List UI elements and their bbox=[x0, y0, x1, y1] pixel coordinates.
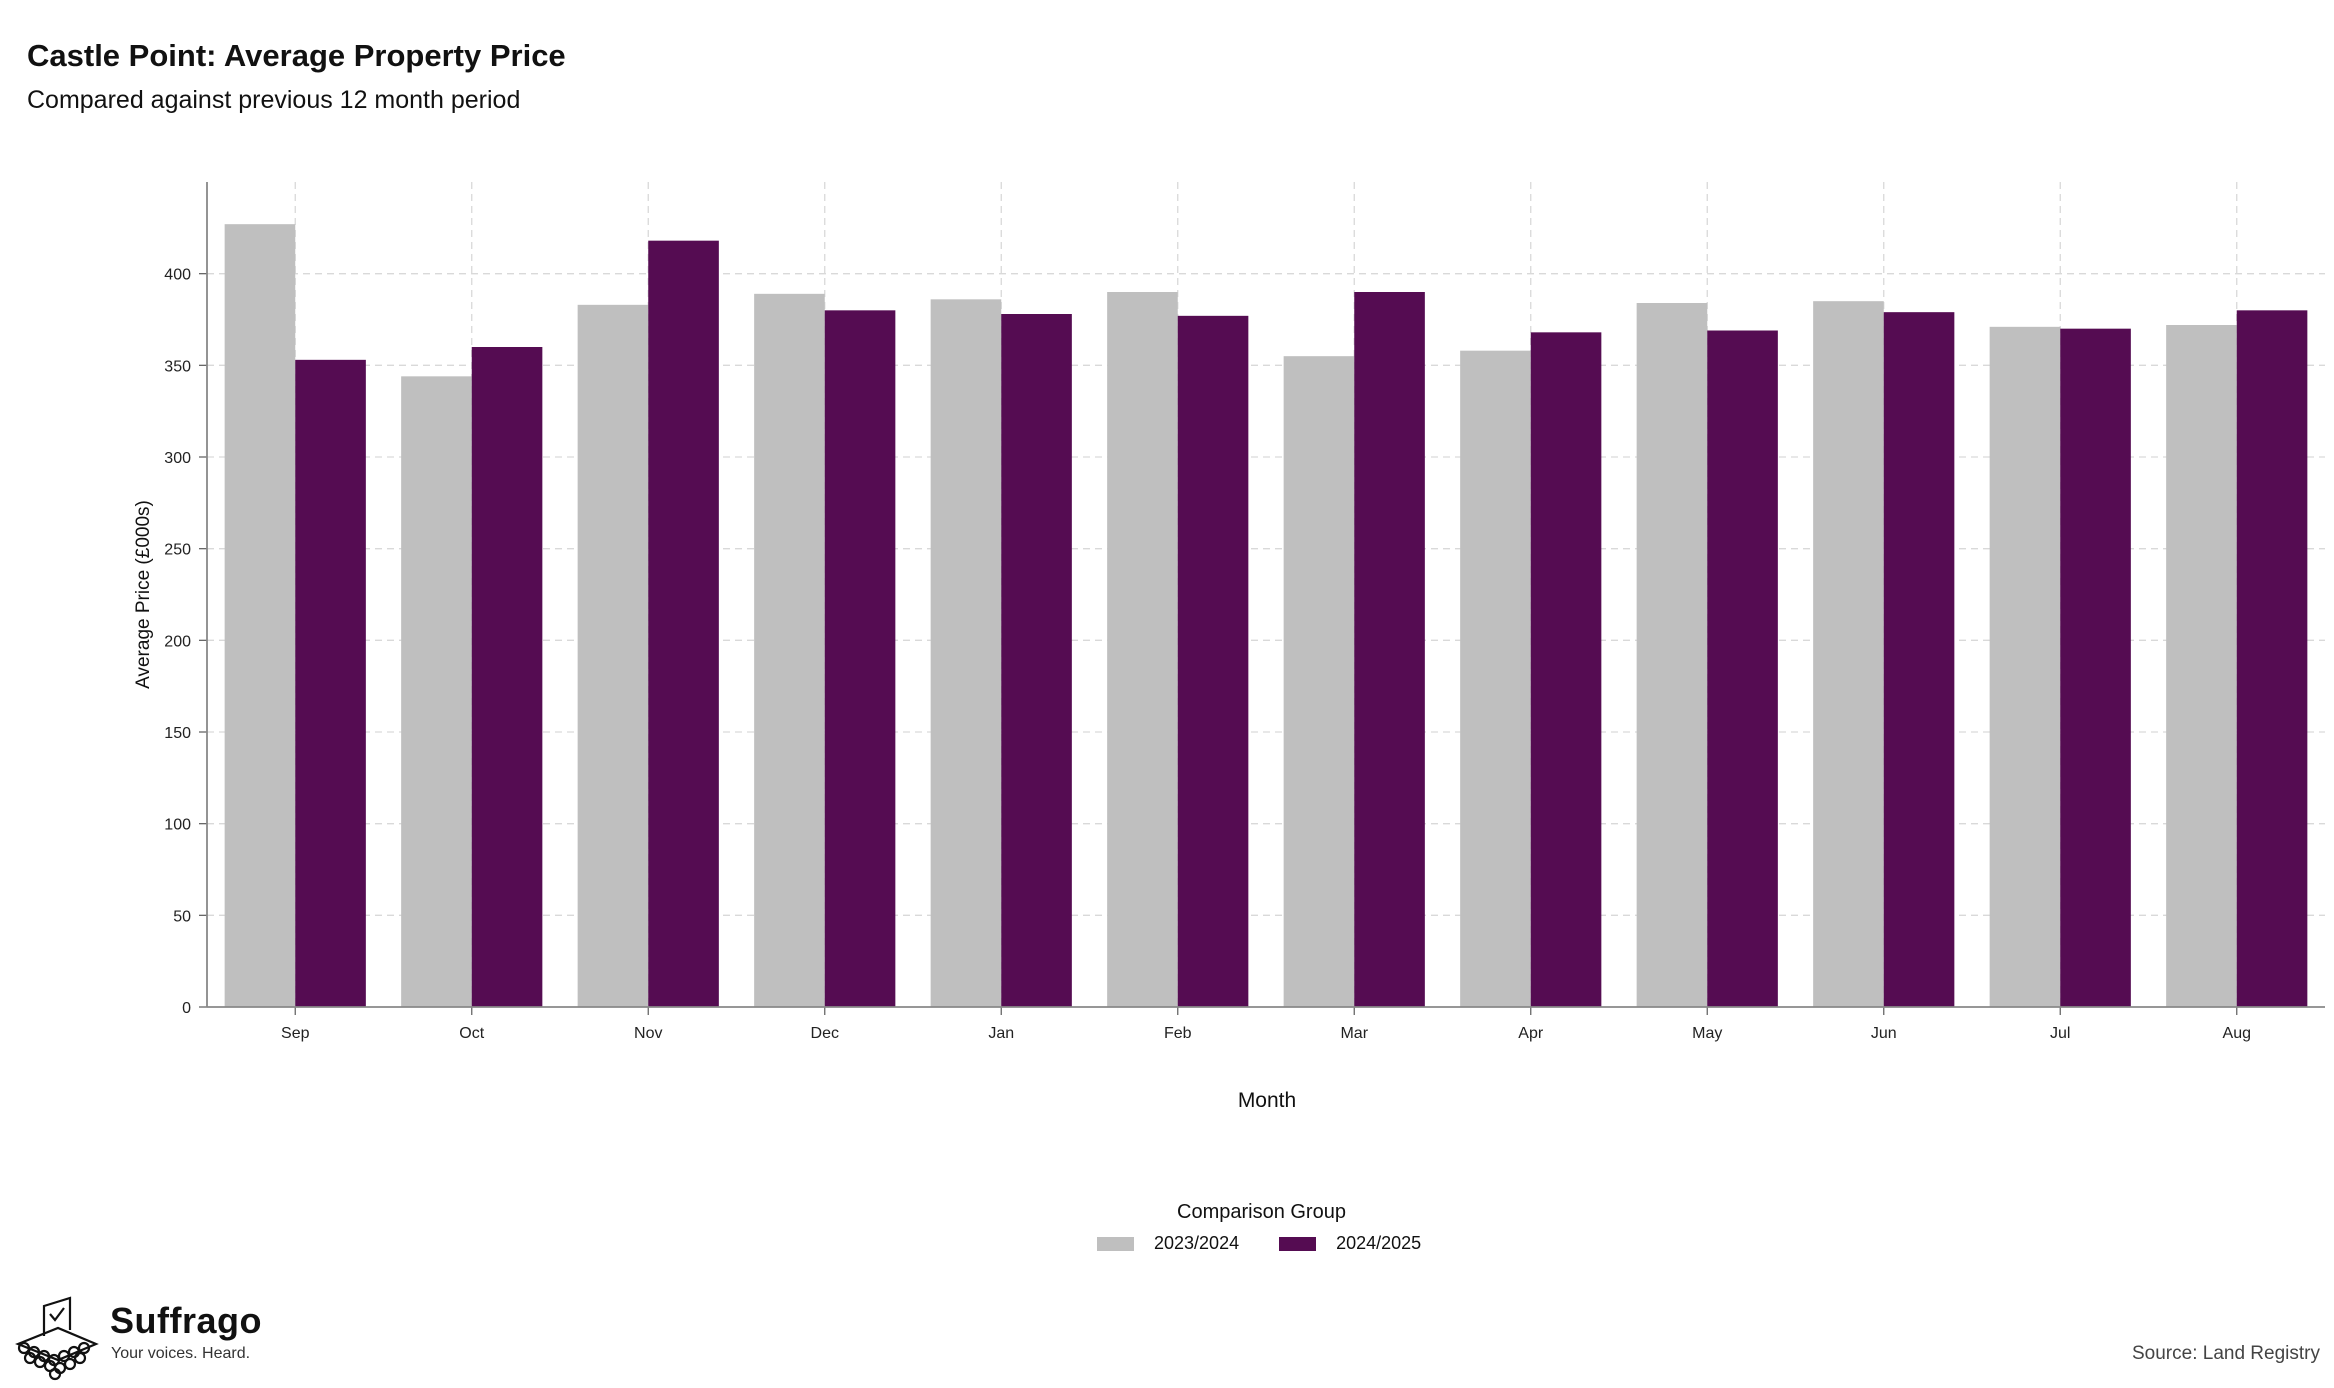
bar-dec-2024-2025 bbox=[824, 310, 896, 1007]
legend-swatch-2023-2024 bbox=[1097, 1236, 1134, 1251]
x-tick-label: Sep bbox=[281, 1025, 310, 1042]
y-tick-label: 250 bbox=[164, 542, 191, 559]
legend-item-2024-2025: 2024/2025 bbox=[1279, 1233, 1421, 1254]
x-tick-label: Jun bbox=[1871, 1025, 1897, 1042]
bar-feb-2024-2025 bbox=[1177, 315, 1249, 1007]
bar-sep-2024-2025 bbox=[295, 359, 366, 1007]
suffrago-logo-icon bbox=[15, 1296, 99, 1381]
y-tick-label: 350 bbox=[164, 358, 191, 375]
y-tick-label: 400 bbox=[164, 267, 191, 284]
bar-chart: 0 50 100 150 200 250 300 350 400 Sep Oct Nov Dec Jan F… bbox=[133, 182, 2325, 1112]
bar-dec-2023-2024 bbox=[754, 293, 825, 1007]
bar-feb-2023-2024 bbox=[1107, 292, 1178, 1007]
legend-label-2024-2025: 2024/2025 bbox=[1336, 1233, 1422, 1253]
bar-jul-2024-2025 bbox=[2060, 328, 2131, 1008]
x-tick-label: Jan bbox=[988, 1025, 1014, 1042]
legend-title: Comparison Group bbox=[1177, 1201, 1346, 1223]
x-tick-label: Feb bbox=[1164, 1025, 1192, 1042]
y-axis-title: Average Price (£000s) bbox=[133, 500, 154, 689]
x-tick-label: Dec bbox=[811, 1025, 839, 1042]
bar-jun-2023-2024 bbox=[1813, 301, 1884, 1008]
chart-title: Castle Point: Average Property Price bbox=[27, 38, 566, 73]
bar-sep-2023-2024 bbox=[224, 224, 296, 1007]
source-note: Source: Land Registry bbox=[2132, 1343, 2320, 1364]
bar-nov-2023-2024 bbox=[577, 304, 649, 1007]
bar-aug-2024-2025 bbox=[2236, 310, 2308, 1007]
x-tick-label: Oct bbox=[459, 1025, 484, 1042]
y-tick-label: 300 bbox=[164, 450, 191, 467]
chart-subtitle: Compared against previous 12 month perio… bbox=[27, 86, 521, 114]
bar-mar-2023-2024 bbox=[1283, 356, 1355, 1008]
x-tick-label: May bbox=[1692, 1025, 1722, 1042]
x-tick-label: Apr bbox=[1518, 1025, 1544, 1042]
bar-aug-2023-2024 bbox=[2166, 325, 2237, 1007]
legend-item-2023-2024: 2023/2024 bbox=[1097, 1233, 1239, 1254]
y-tick-label: 0 bbox=[182, 1000, 191, 1017]
bar-apr-2023-2024 bbox=[1460, 350, 1531, 1008]
bar-jun-2024-2025 bbox=[1883, 312, 1955, 1008]
legend-label-2023-2024: 2023/2024 bbox=[1154, 1233, 1240, 1253]
bar-may-2023-2024 bbox=[1636, 303, 1708, 1007]
legend-swatch-2024-2025 bbox=[1279, 1236, 1317, 1251]
bar-oct-2024-2025 bbox=[471, 347, 543, 1007]
bar-jul-2023-2024 bbox=[1989, 326, 2061, 1007]
legend: 2023/2024 2024/2025 bbox=[1097, 1233, 1461, 1254]
bar-jan-2023-2024 bbox=[930, 299, 1002, 1007]
bar-jan-2024-2025 bbox=[1001, 314, 1072, 1007]
x-tick-label: Jul bbox=[2050, 1025, 2070, 1042]
bar-nov-2024-2025 bbox=[648, 240, 719, 1007]
x-tick-label: Mar bbox=[1340, 1025, 1368, 1042]
bar-may-2024-2025 bbox=[1707, 330, 1778, 1007]
brand-name: Suffrago bbox=[110, 1300, 262, 1341]
brand-tagline: Your voices. Heard. bbox=[111, 1345, 251, 1362]
bar-apr-2024-2025 bbox=[1530, 332, 1602, 1007]
y-tick-label: 50 bbox=[173, 908, 191, 925]
bar-mar-2024-2025 bbox=[1354, 292, 1425, 1007]
y-tick-label: 200 bbox=[164, 633, 191, 650]
y-tick-label: 150 bbox=[164, 725, 191, 742]
x-axis-title: Month bbox=[1238, 1089, 1296, 1112]
x-tick-label: Aug bbox=[2223, 1025, 2251, 1042]
bar-oct-2023-2024 bbox=[401, 376, 472, 1007]
x-tick-label: Nov bbox=[634, 1025, 662, 1042]
y-tick-label: 100 bbox=[164, 817, 191, 834]
